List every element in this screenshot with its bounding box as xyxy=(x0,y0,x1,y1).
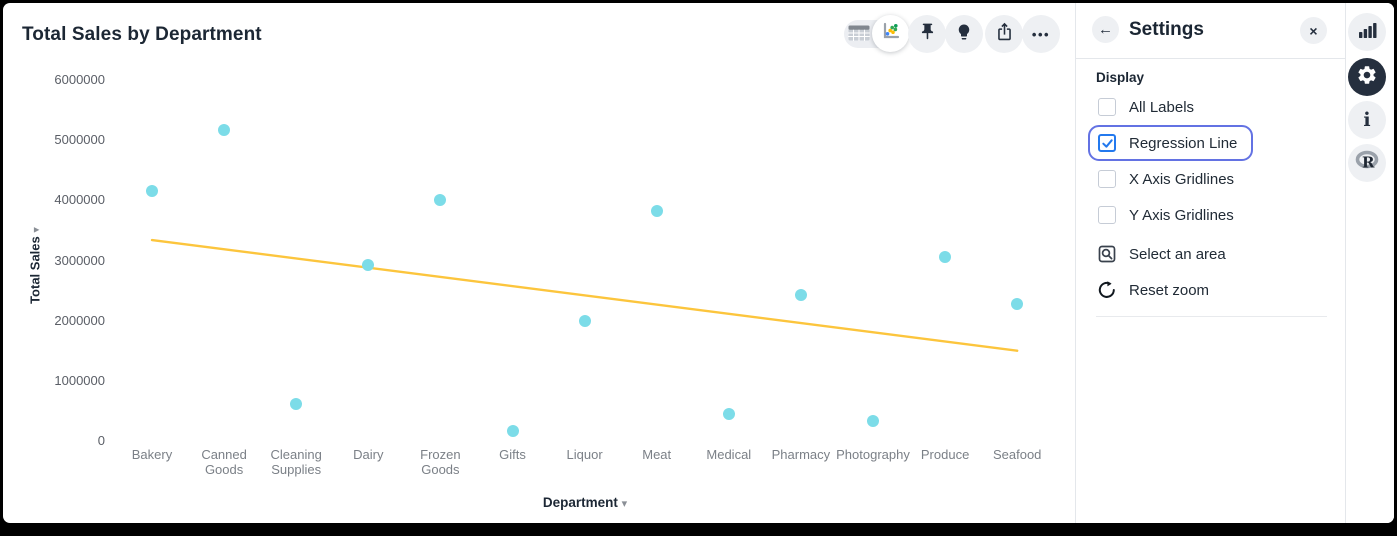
data-point-cleaning-supplies[interactable] xyxy=(290,397,303,410)
scatter-view-icon xyxy=(881,21,901,46)
r-logo-icon: R xyxy=(1354,150,1380,177)
x-axis-title[interactable]: Department ▾ xyxy=(542,495,628,510)
settings-panel: ← Settings × Display All Labels Regressio… xyxy=(1076,3,1345,523)
display-section-label: Display xyxy=(1096,70,1145,85)
icon-rail: i R xyxy=(1346,3,1394,523)
x-tick-label-seafood: Seafood xyxy=(992,447,1042,462)
y-tick-label: 0 xyxy=(97,433,105,448)
checkbox-x-axis-gridlines[interactable] xyxy=(1098,170,1116,188)
settings-rail-button[interactable] xyxy=(1348,58,1386,96)
insights-button[interactable] xyxy=(945,15,983,53)
data-point-produce[interactable] xyxy=(939,250,952,263)
x-tick-label-photography: Photography xyxy=(836,447,910,462)
close-button[interactable]: × xyxy=(1300,17,1327,44)
data-point-photography[interactable] xyxy=(867,415,879,428)
checkbox-y-axis-gridlines[interactable] xyxy=(1098,206,1116,224)
bar-chart-icon xyxy=(1358,21,1377,44)
x-tick-label-liquor: Liquor xyxy=(566,447,603,462)
panel-divider xyxy=(1075,3,1076,523)
x-tick-label-meat: Meat xyxy=(642,447,672,462)
reset-zoom-button[interactable]: Reset zoom xyxy=(1088,272,1225,308)
y-tick-label: 5000000 xyxy=(54,132,105,148)
data-point-seafood[interactable] xyxy=(1011,297,1024,310)
close-icon: × xyxy=(1309,22,1318,39)
rail-divider xyxy=(1345,3,1346,523)
x-tick-label-produce: Produce xyxy=(920,447,970,462)
chart-region: Total Sales by Department xyxy=(3,3,1075,523)
x-tick-label-pharmacy: Pharmacy xyxy=(771,447,831,462)
data-point-meat[interactable] xyxy=(650,205,663,218)
data-point-pharmacy[interactable] xyxy=(794,288,807,301)
settings-panel-title: Settings xyxy=(1129,19,1204,40)
reset-zoom-icon xyxy=(1098,281,1116,299)
table-view-button[interactable] xyxy=(848,25,870,42)
y-tick-label: 1000000 xyxy=(54,372,105,388)
x-tick-label-canned-goods: Canned Goods xyxy=(201,447,247,477)
x-tick-label-gifts: Gifts xyxy=(499,447,526,462)
checkbox-label-regression-line: Regression Line xyxy=(1129,134,1238,152)
data-point-gifts[interactable] xyxy=(506,424,519,437)
x-tick-label-bakery: Bakery xyxy=(131,447,173,462)
export-button[interactable] xyxy=(985,15,1023,53)
data-point-canned-goods[interactable] xyxy=(218,123,231,136)
more-options-icon: ••• xyxy=(1031,26,1051,42)
svg-text:R: R xyxy=(1362,153,1375,171)
export-icon xyxy=(995,22,1014,46)
x-axis-caret-icon: ▾ xyxy=(621,498,628,510)
data-point-dairy[interactable] xyxy=(362,259,375,272)
info-rail-button[interactable]: i xyxy=(1348,101,1386,139)
select-area-button[interactable]: Select an area xyxy=(1088,236,1242,272)
data-point-medical[interactable] xyxy=(722,407,735,420)
more-options-button[interactable]: ••• xyxy=(1022,15,1060,53)
checkbox-row-x-axis-gridlines[interactable]: X Axis Gridlines xyxy=(1088,161,1250,197)
area-select-icon xyxy=(1098,245,1116,263)
data-point-liquor[interactable] xyxy=(578,314,591,327)
pin-button[interactable] xyxy=(908,15,946,53)
r-logo-rail-button[interactable]: R xyxy=(1348,144,1386,182)
pin-icon xyxy=(918,22,937,46)
insights-bulb-icon xyxy=(955,23,973,46)
checkbox-regression-line[interactable] xyxy=(1098,134,1116,152)
reset-zoom-label: Reset zoom xyxy=(1129,281,1210,299)
chart-rail-button[interactable] xyxy=(1348,13,1386,51)
scatter-view-button[interactable] xyxy=(872,15,909,52)
display-options: All Labels Regression Line X Axis Gridline… xyxy=(1088,89,1254,233)
checkbox-row-y-axis-gridlines[interactable]: Y Axis Gridlines xyxy=(1088,197,1250,233)
y-tick-label: 3000000 xyxy=(54,252,105,268)
chart-title: Total Sales by Department xyxy=(22,24,262,45)
info-icon: i xyxy=(1363,109,1371,131)
x-tick-label-medical: Medical xyxy=(706,447,752,462)
data-point-bakery[interactable] xyxy=(146,185,158,198)
app-window: Total Sales by Department xyxy=(3,3,1394,523)
data-point-frozen-goods[interactable] xyxy=(434,194,447,207)
x-tick-label-frozen-goods: Frozen Goods xyxy=(420,447,461,477)
checkbox-label-all-labels: All Labels xyxy=(1129,98,1195,116)
header-divider xyxy=(1076,58,1345,59)
zoom-actions: Select an area Reset zoom xyxy=(1088,236,1242,308)
select-area-label: Select an area xyxy=(1129,245,1226,263)
checkbox-label-x-axis-gridlines: X Axis Gridlines xyxy=(1129,170,1235,188)
y-tick-label: 6000000 xyxy=(54,72,105,87)
checkbox-row-all-labels[interactable]: All Labels xyxy=(1088,89,1210,125)
back-arrow-icon: ← xyxy=(1098,21,1113,38)
table-view-icon xyxy=(848,25,870,45)
checkbox-row-regression-line[interactable]: Regression Line xyxy=(1088,125,1254,161)
x-tick-label-cleaning-supplies: Cleaning Supplies xyxy=(270,447,322,477)
checkbox-label-y-axis-gridlines: Y Axis Gridlines xyxy=(1129,206,1234,224)
y-tick-label: 2000000 xyxy=(54,312,105,328)
checkbox-all-labels[interactable] xyxy=(1098,98,1116,116)
x-tick-label-dairy: Dairy xyxy=(353,447,384,462)
regression-line xyxy=(3,3,1075,523)
y-axis-caret-icon: ▾ xyxy=(30,227,43,233)
y-tick-label: 4000000 xyxy=(54,192,105,208)
actions-divider xyxy=(1096,316,1327,317)
back-button[interactable]: ← xyxy=(1092,16,1119,43)
settings-gear-icon xyxy=(1356,64,1378,91)
